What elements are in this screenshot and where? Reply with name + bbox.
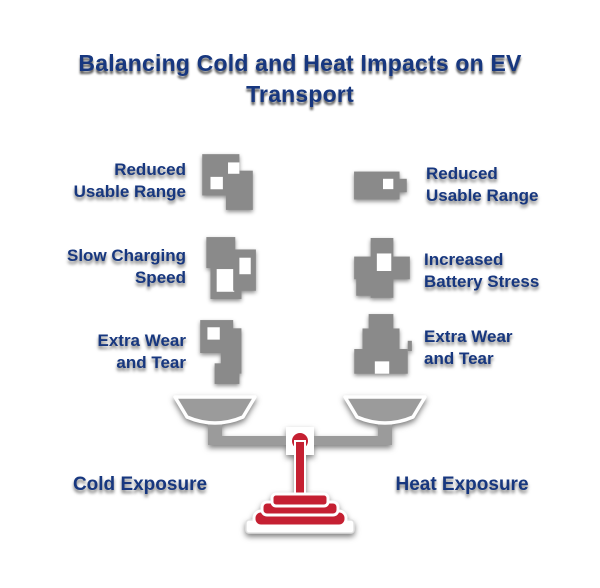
heat-wear-and-tear-icon — [354, 314, 412, 374]
cold-item-label: Extra Wear and Tear — [97, 330, 186, 372]
cold-exposure-label: Cold Exposure — [72, 474, 208, 495]
base-tier-1 — [270, 492, 330, 508]
left-pan — [173, 395, 257, 425]
cold-item-slow-charging: Slow Charging Speed — [18, 234, 256, 300]
heat-item-wear-tear: Extra Wear and Tear — [350, 312, 588, 384]
heat-exposure-label: Heat Exposure — [395, 474, 529, 495]
cold-item-wear-tear: Extra Wear and Tear — [18, 318, 256, 386]
right-pan — [343, 395, 427, 425]
battery-stress-icon — [354, 238, 410, 298]
cold-item-reduced-range: Reduced Usable Range — [18, 148, 256, 214]
heat-item-reduced-range: Reduced Usable Range — [352, 152, 590, 218]
heat-item-battery-stress: Increased Battery Stress — [352, 238, 594, 304]
cold-item-label: Reduced Usable Range — [73, 159, 186, 201]
heat-item-label: Reduced Usable Range — [426, 163, 539, 205]
balance-scale — [173, 395, 427, 534]
low-battery-icon — [354, 171, 407, 200]
slow-charging-icon — [206, 237, 256, 299]
frozen-battery-icon — [202, 154, 253, 210]
cold-wear-and-tear-icon — [200, 320, 242, 384]
scale-pole — [294, 440, 306, 500]
page-title: Balancing Cold and Heat Impacts on EV Tr… — [78, 50, 522, 108]
cold-item-label: Slow Charging Speed — [67, 245, 186, 287]
heat-item-label: Extra Wear and Tear — [424, 326, 513, 368]
heat-item-label: Increased Battery Stress — [424, 249, 540, 291]
